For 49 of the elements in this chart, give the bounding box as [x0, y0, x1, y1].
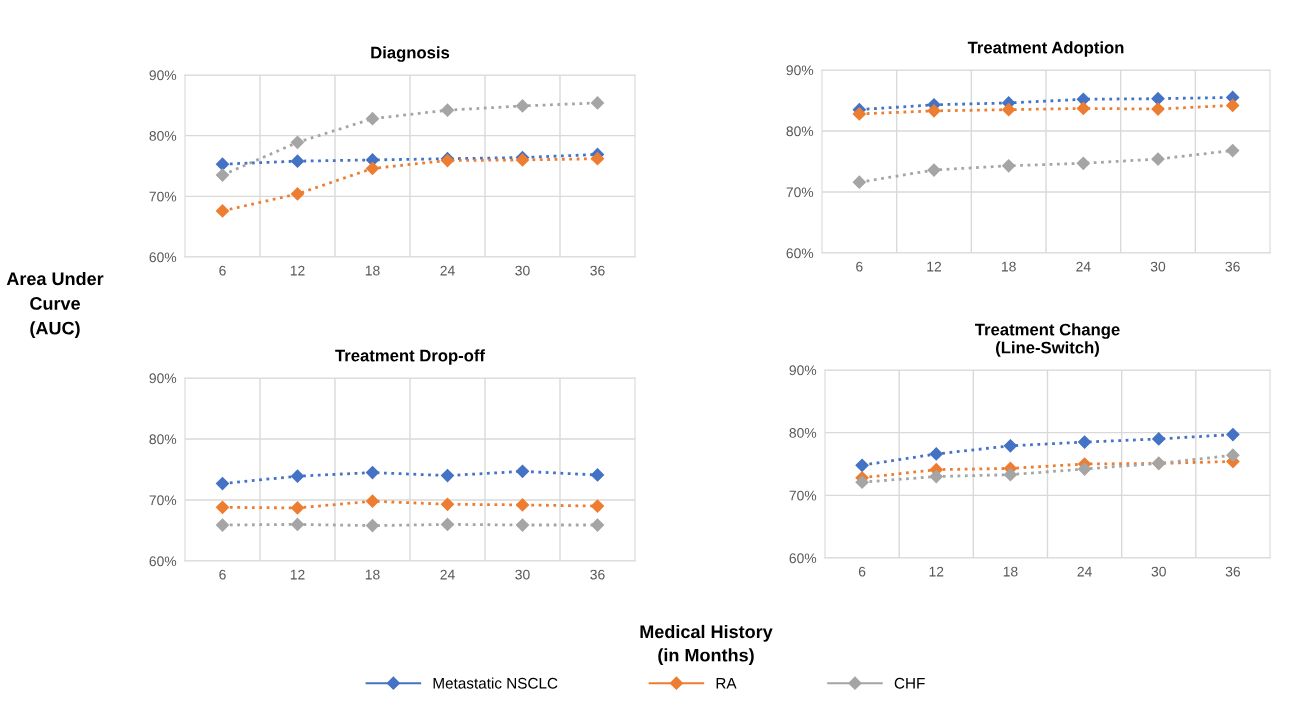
y-tick-label: 80% — [149, 434, 177, 445]
y-tick-label: 90% — [149, 70, 177, 81]
x-tick-label: 12 — [290, 265, 305, 276]
chart-title: Treatment Adoption — [967, 41, 1124, 57]
y-tick-label: 80% — [789, 428, 817, 438]
x-tick-label: 6 — [219, 265, 226, 276]
x-axis-title: Medical History (in Months) — [640, 624, 773, 666]
x-tick-label: 18 — [365, 265, 380, 276]
x-tick-label: 6 — [856, 261, 863, 272]
y-tick-label: 90% — [786, 65, 814, 76]
y-tick-label: 70% — [149, 495, 177, 506]
x-tick-label: 12 — [290, 569, 305, 580]
y-tick-label: 80% — [149, 131, 177, 141]
x-tick-label: 24 — [440, 265, 455, 276]
x-tick-label: 36 — [1225, 261, 1240, 272]
x-tick-label: 24 — [1077, 566, 1092, 577]
x-tick-label: 18 — [1003, 566, 1018, 577]
legend-label: RA — [716, 678, 737, 689]
x-tick-label: 36 — [590, 265, 605, 276]
x-tick-label: 30 — [1150, 261, 1166, 272]
y-tick-label: 70% — [149, 191, 177, 202]
legend-label: CHF — [894, 677, 925, 689]
x-tick-label: 24 — [440, 569, 455, 580]
y-tick-label: 70% — [786, 187, 814, 198]
y-tick-label: 90% — [789, 365, 817, 376]
x-tick-label: 12 — [929, 566, 944, 577]
legend-label: Metastatic NSCLC — [433, 677, 558, 689]
y-tick-label: 60% — [149, 252, 177, 263]
y-tick-label: 60% — [786, 248, 814, 259]
x-tick-label: 6 — [858, 566, 866, 577]
x-tick-label: 36 — [1225, 566, 1241, 577]
x-tick-label: 18 — [365, 569, 380, 580]
y-tick-label: 60% — [149, 556, 177, 567]
x-tick-label: 30 — [1151, 566, 1166, 577]
y-tick-label: 70% — [789, 490, 817, 501]
chart-title: Treatment Change (Line-Switch) — [974, 323, 1120, 357]
x-tick-label: 30 — [515, 265, 530, 276]
y-tick-label: 60% — [789, 553, 817, 564]
x-tick-label: 30 — [515, 569, 530, 580]
x-tick-label: 18 — [1002, 261, 1016, 272]
x-tick-label: 6 — [219, 569, 226, 580]
chart-title: Diagnosis — [371, 46, 450, 62]
y-axis-title: Area Under Curve (AUC) — [6, 271, 104, 339]
x-tick-label: 12 — [927, 261, 942, 272]
x-tick-label: 36 — [590, 569, 605, 580]
y-tick-label: 80% — [786, 126, 814, 137]
x-tick-label: 24 — [1076, 261, 1091, 272]
y-tick-label: 90% — [149, 373, 177, 384]
chart-title: Treatment Drop-off — [335, 349, 486, 365]
